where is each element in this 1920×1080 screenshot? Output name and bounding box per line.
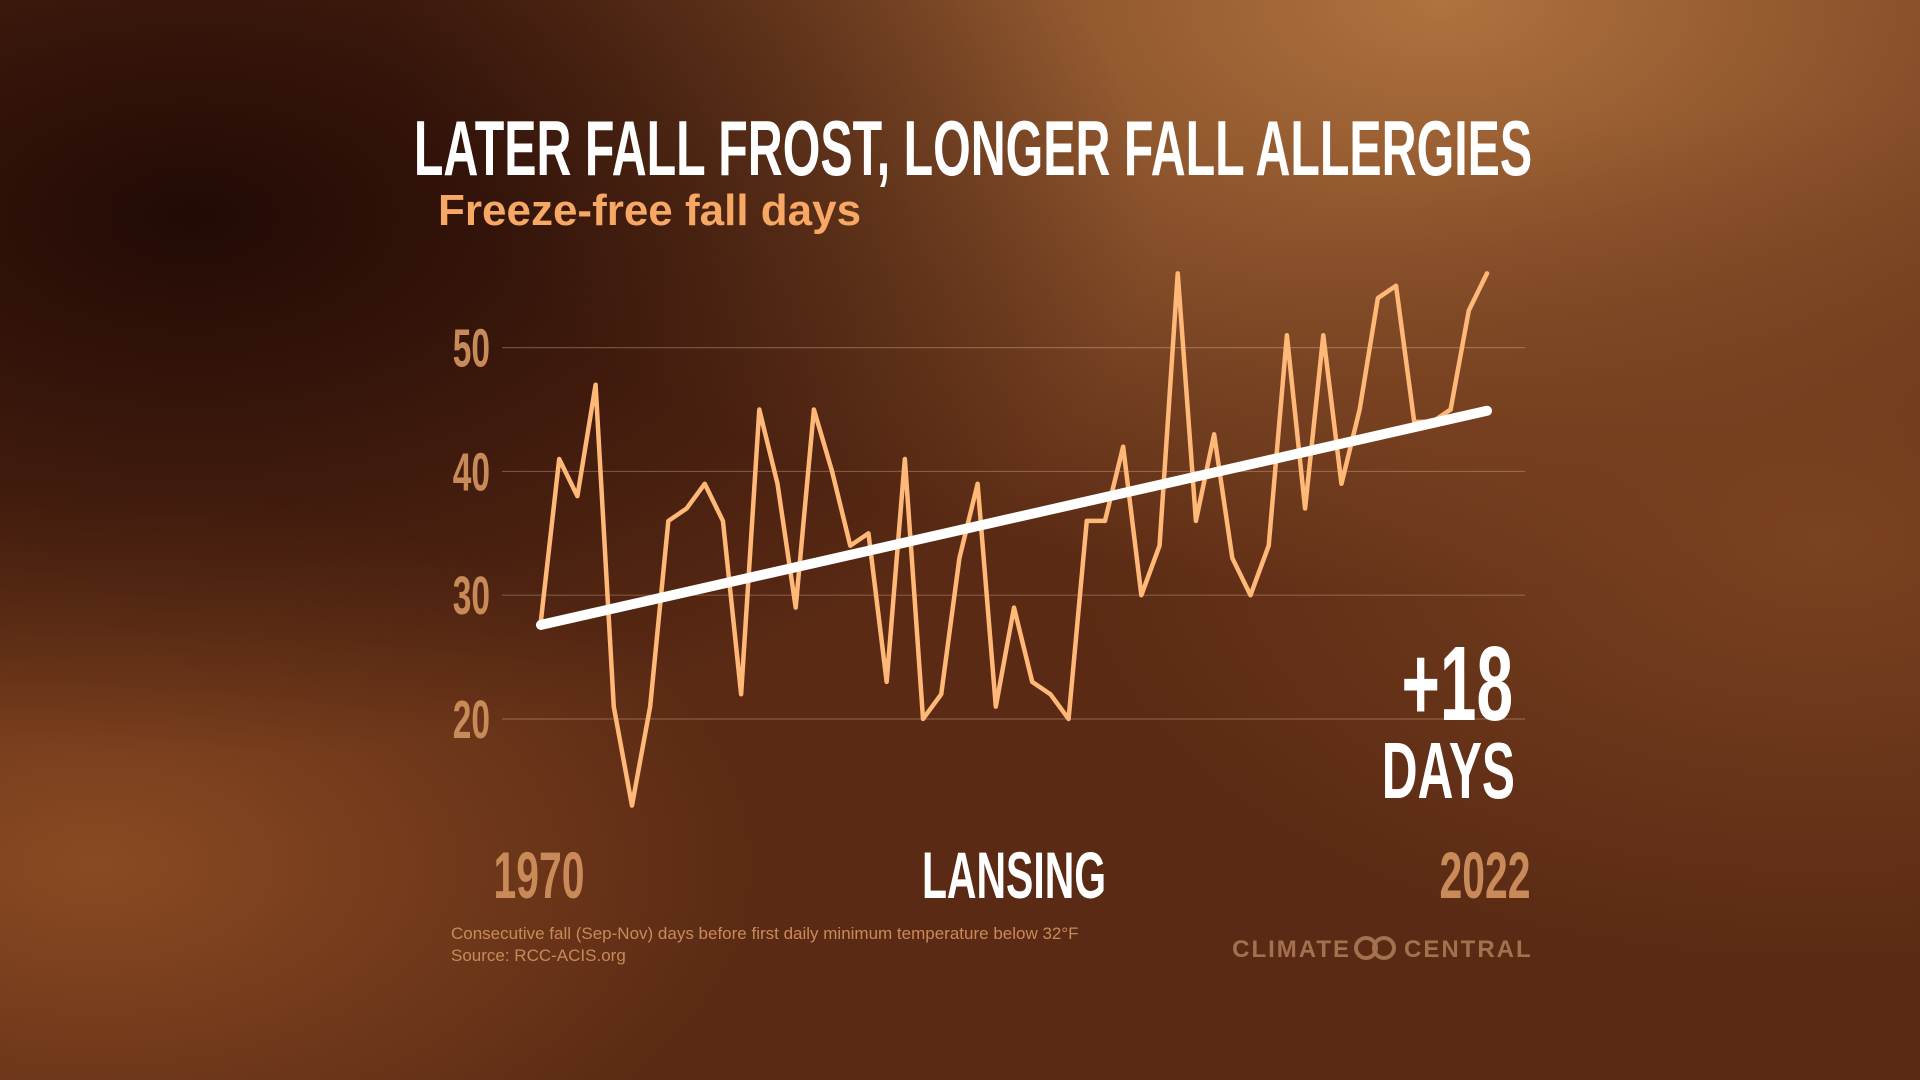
footnote: Consecutive fall (Sep-Nov) days before f… xyxy=(451,924,1079,943)
y-tick-label: 30 xyxy=(453,565,490,626)
footnote: Source: RCC-ACIS.org xyxy=(451,946,626,965)
y-tick-label: 50 xyxy=(453,317,490,378)
logo-icon xyxy=(1354,936,1396,960)
x-tick-label: 2022 xyxy=(1439,838,1530,913)
annotation-value: +18 xyxy=(1402,624,1513,743)
chart-title: LATER FALL FROST, LONGER FALL ALLERGIES xyxy=(414,104,1532,192)
trend-line xyxy=(536,405,1492,630)
y-tick-label: 40 xyxy=(453,441,490,502)
logo-text: CENTRAL xyxy=(1404,936,1533,963)
logo-text: CLIMATE xyxy=(1232,936,1351,963)
y-tick-label: 20 xyxy=(453,689,490,750)
data-line xyxy=(538,271,1490,808)
annotation-unit: DAYS xyxy=(1382,727,1515,816)
location-label: LANSING xyxy=(922,838,1106,913)
x-tick-label: 1970 xyxy=(493,838,584,913)
chart-subtitle: Freeze-free fall days xyxy=(438,186,861,235)
